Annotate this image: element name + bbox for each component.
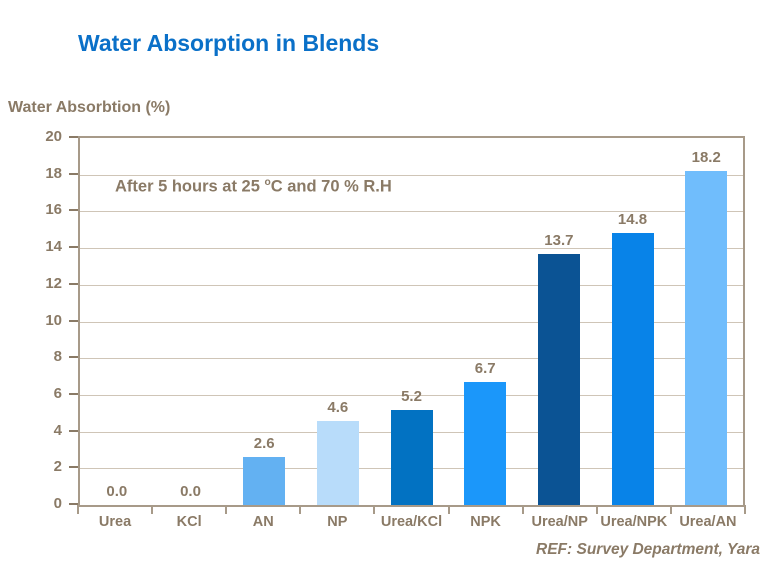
x-label-kcl: KCl: [176, 514, 202, 530]
bar-slot-urea-np: 13.7: [522, 138, 596, 505]
y-tick-label: 0: [53, 495, 62, 512]
x-axis-labels: Urea KCl AN NP Urea/KCl NPK Urea/NP Urea/NPK Ure…: [78, 514, 745, 530]
gridline: [80, 248, 743, 250]
bars-layer: 0.0 0.0 2.6 4.6 5.2 6.7 13.7 14.8 18.2: [80, 138, 743, 505]
y-tick-mark: [69, 282, 78, 285]
x-tick-mark: [669, 505, 672, 514]
bar-value-label: 0.0: [180, 483, 201, 500]
x-label-an: AN: [252, 514, 274, 530]
bar-slot-an: 2.6: [227, 138, 301, 505]
y-tick-mark: [69, 172, 78, 175]
y-tick-mark: [69, 356, 78, 359]
x-tick-mark: [225, 505, 228, 514]
y-tick-label: 12: [45, 274, 62, 292]
y-tick-label: 10: [45, 311, 62, 329]
y-tick-mark: [69, 319, 78, 322]
x-label-urea: Urea: [98, 514, 132, 530]
bar-slot-np: 4.6: [301, 138, 375, 505]
bar-value-label: 18.2: [691, 149, 721, 167]
y-tick-mark: [69, 429, 78, 432]
bar-slot-urea-kcl: 5.2: [375, 138, 449, 505]
y-tick-label: 4: [53, 421, 62, 439]
x-label-urea-an: Urea/AN: [679, 514, 737, 530]
ref-note: REF: Survey Department, Yara: [536, 541, 760, 558]
annotation-text: After 5 hours at 25: [115, 177, 265, 196]
x-tick-mark: [77, 505, 79, 514]
y-tick-mark: [69, 503, 78, 505]
chart-annotation: After 5 hours at 25 oC and 70 % R.H: [115, 177, 392, 197]
gridline: [80, 358, 743, 360]
x-tick-mark: [373, 505, 376, 514]
y-tick-mark: [69, 392, 78, 395]
x-label-npk: NPK: [470, 514, 501, 530]
y-tick-mark: [69, 246, 78, 249]
annotation-text-end: C and 70 % R.H: [270, 177, 392, 196]
bar-value-label: 4.6: [327, 398, 349, 416]
gridline: [80, 394, 743, 396]
y-axis-title: Water Absorbtion (%): [8, 99, 171, 116]
gridline: [80, 174, 743, 176]
x-tick-mark: [151, 505, 154, 514]
y-tick-label: 2: [53, 458, 62, 476]
y-tick-label: 6: [53, 384, 62, 402]
gridline: [80, 211, 743, 213]
bar-urea-npk: [611, 233, 654, 505]
bar-value-label: 6.7: [474, 360, 496, 378]
x-label-urea-npk: Urea/NPK: [600, 514, 668, 530]
x-tick-mark: [521, 505, 524, 514]
y-tick-label: 14: [45, 238, 62, 256]
bar-slot-kcl: 0.0: [154, 138, 228, 505]
y-tick-mark: [69, 136, 78, 138]
bar-urea-kcl: [390, 409, 433, 505]
bar-an: [243, 457, 286, 505]
bar-value-label: 5.2: [401, 387, 422, 405]
plot-area: 0.0 0.0 2.6 4.6 5.2 6.7 13.7 14.8 18.2: [78, 136, 745, 507]
y-tick-label: 20: [45, 128, 62, 145]
y-tick-label: 18: [45, 164, 62, 182]
y-axis: 0 2 4 6 8 10 12 14 16 18 20: [0, 128, 78, 512]
bar-urea-np: [537, 253, 580, 505]
x-label-urea-kcl: Urea/KCl: [380, 514, 443, 530]
bar-np: [316, 420, 359, 505]
x-tick-mark: [447, 505, 450, 514]
bar-value-label: 2.6: [253, 435, 275, 453]
y-tick-mark: [69, 209, 78, 212]
gridline: [80, 321, 743, 323]
x-label-urea-np: Urea/NP: [531, 514, 588, 530]
y-tick-label: 16: [45, 201, 62, 219]
bar-slot-urea-npk: 14.8: [596, 138, 670, 505]
bar-value-label: 13.7: [544, 231, 574, 249]
x-axis-ticks: [77, 505, 746, 514]
bar-slot-npk: 6.7: [448, 138, 522, 505]
bar-value-label: 0.0: [106, 483, 128, 500]
x-tick-mark: [595, 505, 598, 514]
chart-title: Water Absorption in Blends: [78, 30, 380, 56]
bar-npk: [464, 382, 507, 505]
bar-urea-an: [685, 171, 728, 505]
y-tick-mark: [69, 466, 78, 469]
bar-slot-urea-an: 18.2: [669, 138, 743, 505]
bar-slot-urea: 0.0: [80, 138, 154, 505]
y-tick-label: 8: [53, 348, 62, 366]
x-tick-mark: [299, 505, 302, 514]
annotation-superscript: o: [264, 177, 271, 188]
x-tick-mark: [744, 505, 746, 514]
bar-value-label: 14.8: [617, 211, 648, 229]
x-label-np: NP: [327, 514, 348, 530]
gridline: [80, 284, 743, 286]
